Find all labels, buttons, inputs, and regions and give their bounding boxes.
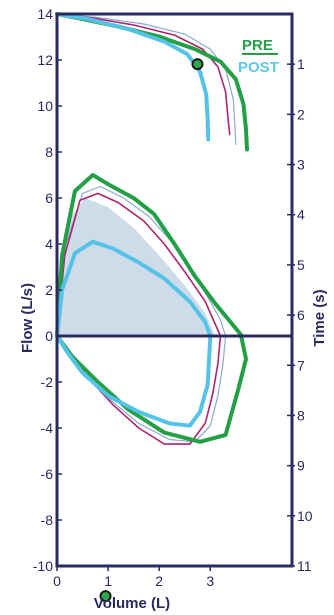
time-marker-2 <box>99 590 112 603</box>
x-tick-label: 3 <box>206 573 214 589</box>
y2-tick-label: 10 <box>297 508 313 524</box>
y2-tick-label: 11 <box>297 558 312 574</box>
y-tick-label: 4 <box>45 236 53 252</box>
y-tick-label: 2 <box>45 282 53 298</box>
marker-layer <box>99 58 204 603</box>
y2-tick-label: 6 <box>297 307 305 323</box>
pre-volume-time-curve <box>55 12 249 152</box>
y-tick-label: -2 <box>41 374 54 390</box>
y2-axis-title: Time (s) <box>311 289 328 346</box>
y2-tick-label: 1 <box>297 56 305 72</box>
y-tick-label: 10 <box>37 98 53 114</box>
y-tick-label: 12 <box>37 52 53 68</box>
y-tick-label: 0 <box>45 328 53 344</box>
y2-tick-label: 5 <box>297 257 305 273</box>
y-tick-label: 8 <box>45 144 53 160</box>
legend-entry-pre: PRE <box>242 37 273 54</box>
trial-2-volume-time-curve <box>56 13 231 136</box>
y-tick-label: -6 <box>41 466 54 482</box>
trial-3-volume-time-curve <box>56 13 237 146</box>
y-tick-label: 14 <box>37 6 53 22</box>
legend-entry-post: POST <box>238 59 279 76</box>
pre-flow-volume-curve <box>55 173 248 444</box>
series-layer <box>55 12 249 445</box>
predicted-area <box>57 198 216 336</box>
y2-tick-label: 8 <box>297 407 305 423</box>
y2-tick-label: 2 <box>297 106 305 122</box>
y2-tick-label: 4 <box>297 207 305 223</box>
x-tick-label: 1 <box>104 573 112 589</box>
y-tick-label: -4 <box>41 420 54 436</box>
post-flow-volume-curve <box>55 239 213 428</box>
time-marker-1 <box>191 58 204 71</box>
y2-tick-label: 9 <box>297 458 305 474</box>
post-volume-time-curve <box>55 12 211 142</box>
y-tick-label: 6 <box>45 190 53 206</box>
y-axis-title: Flow (L/s) <box>19 283 36 353</box>
x-tick-label: 0 <box>53 573 61 589</box>
y2-tick-label: 7 <box>297 357 305 373</box>
y-tick-label: -10 <box>33 558 53 574</box>
y2-tick-label: 3 <box>297 157 305 173</box>
y-tick-label: -8 <box>41 512 54 528</box>
x-tick-label: 2 <box>155 573 163 589</box>
predicted-area-layer <box>57 198 216 336</box>
legend: PRE POST <box>238 37 279 76</box>
x-axis-title: Volume (L) <box>94 595 170 612</box>
